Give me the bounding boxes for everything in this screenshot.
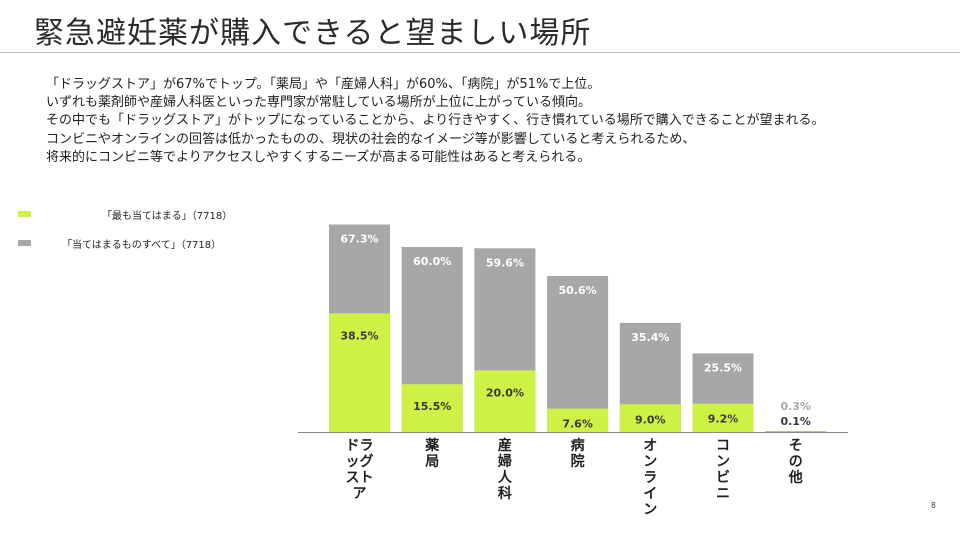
bar-top: [401, 384, 463, 432]
title-divider: [0, 52, 960, 53]
description-line: コンビニやオンラインの回答は低かったものの、現状の社会的なイメージ等が影響してい…: [46, 131, 696, 147]
legend-label-total: 「当てはまるものすべて」（7718）: [62, 240, 222, 251]
bar-top: [474, 370, 536, 432]
category-label: 薬局: [425, 437, 439, 470]
bar-top: [547, 408, 609, 432]
description-line: 「ドラッグストア」が67%でトップ。「薬局」や「産婦人科」が60%、「病院」が5…: [46, 77, 601, 92]
data-label-top: 7.6%: [562, 418, 593, 431]
data-label-total: 35.4%: [631, 331, 669, 344]
data-label-top: 0.1%: [780, 415, 811, 428]
data-label-total: 59.6%: [486, 256, 524, 269]
description-line: その中でも「ドラッグストア」がトップになっていることから、より行きやすく、行き慣…: [46, 113, 825, 129]
category-label: 産婦人科: [497, 437, 513, 502]
description: 「ドラッグストア」が67%でトップ。「薬局」や「産婦人科」が60%、「病院」が5…: [46, 76, 946, 167]
bar-total: [547, 276, 609, 432]
bar-total: [765, 431, 827, 432]
category-label: その他: [788, 438, 803, 486]
data-label-total: 50.6%: [559, 284, 597, 297]
data-label-total: 25.5%: [704, 361, 742, 374]
bar-top: [619, 404, 681, 432]
category-label: オンライン: [643, 438, 657, 518]
data-label-total: 0.3%: [780, 400, 811, 413]
page-title: 緊急避妊薬が購入できると望ましい場所: [34, 16, 592, 51]
page-number: 8: [930, 501, 936, 510]
bar-top: [329, 313, 390, 432]
data-label-top: 38.5%: [340, 329, 378, 342]
data-label-total: 67.3%: [340, 233, 378, 246]
legend-swatch-total: [18, 240, 31, 246]
category-label: 病院: [571, 437, 585, 470]
category-label: ドラッグストア: [346, 438, 374, 502]
description-line: いずれも薬剤師や産婦人科医といった専門家が常駐している場所が上位に上がっている傾…: [46, 95, 591, 111]
data-label-total: 60.0%: [413, 255, 451, 268]
legend-swatch-top: [18, 211, 31, 217]
legend-label-top: 「最も当てはまる」（7718）: [102, 211, 233, 222]
bar-top: [692, 403, 754, 432]
data-label-top: 15.5%: [413, 400, 451, 413]
data-label-top: 9.2%: [708, 413, 739, 426]
data-label-top: 20.0%: [486, 386, 524, 399]
data-label-top: 9.0%: [635, 413, 666, 426]
description-line: 将来的にコンビニ等でよりアクセスしやすくするニーズが高まる可能性はあると考えられ…: [46, 149, 591, 165]
category-label: コンビニ: [716, 438, 730, 502]
